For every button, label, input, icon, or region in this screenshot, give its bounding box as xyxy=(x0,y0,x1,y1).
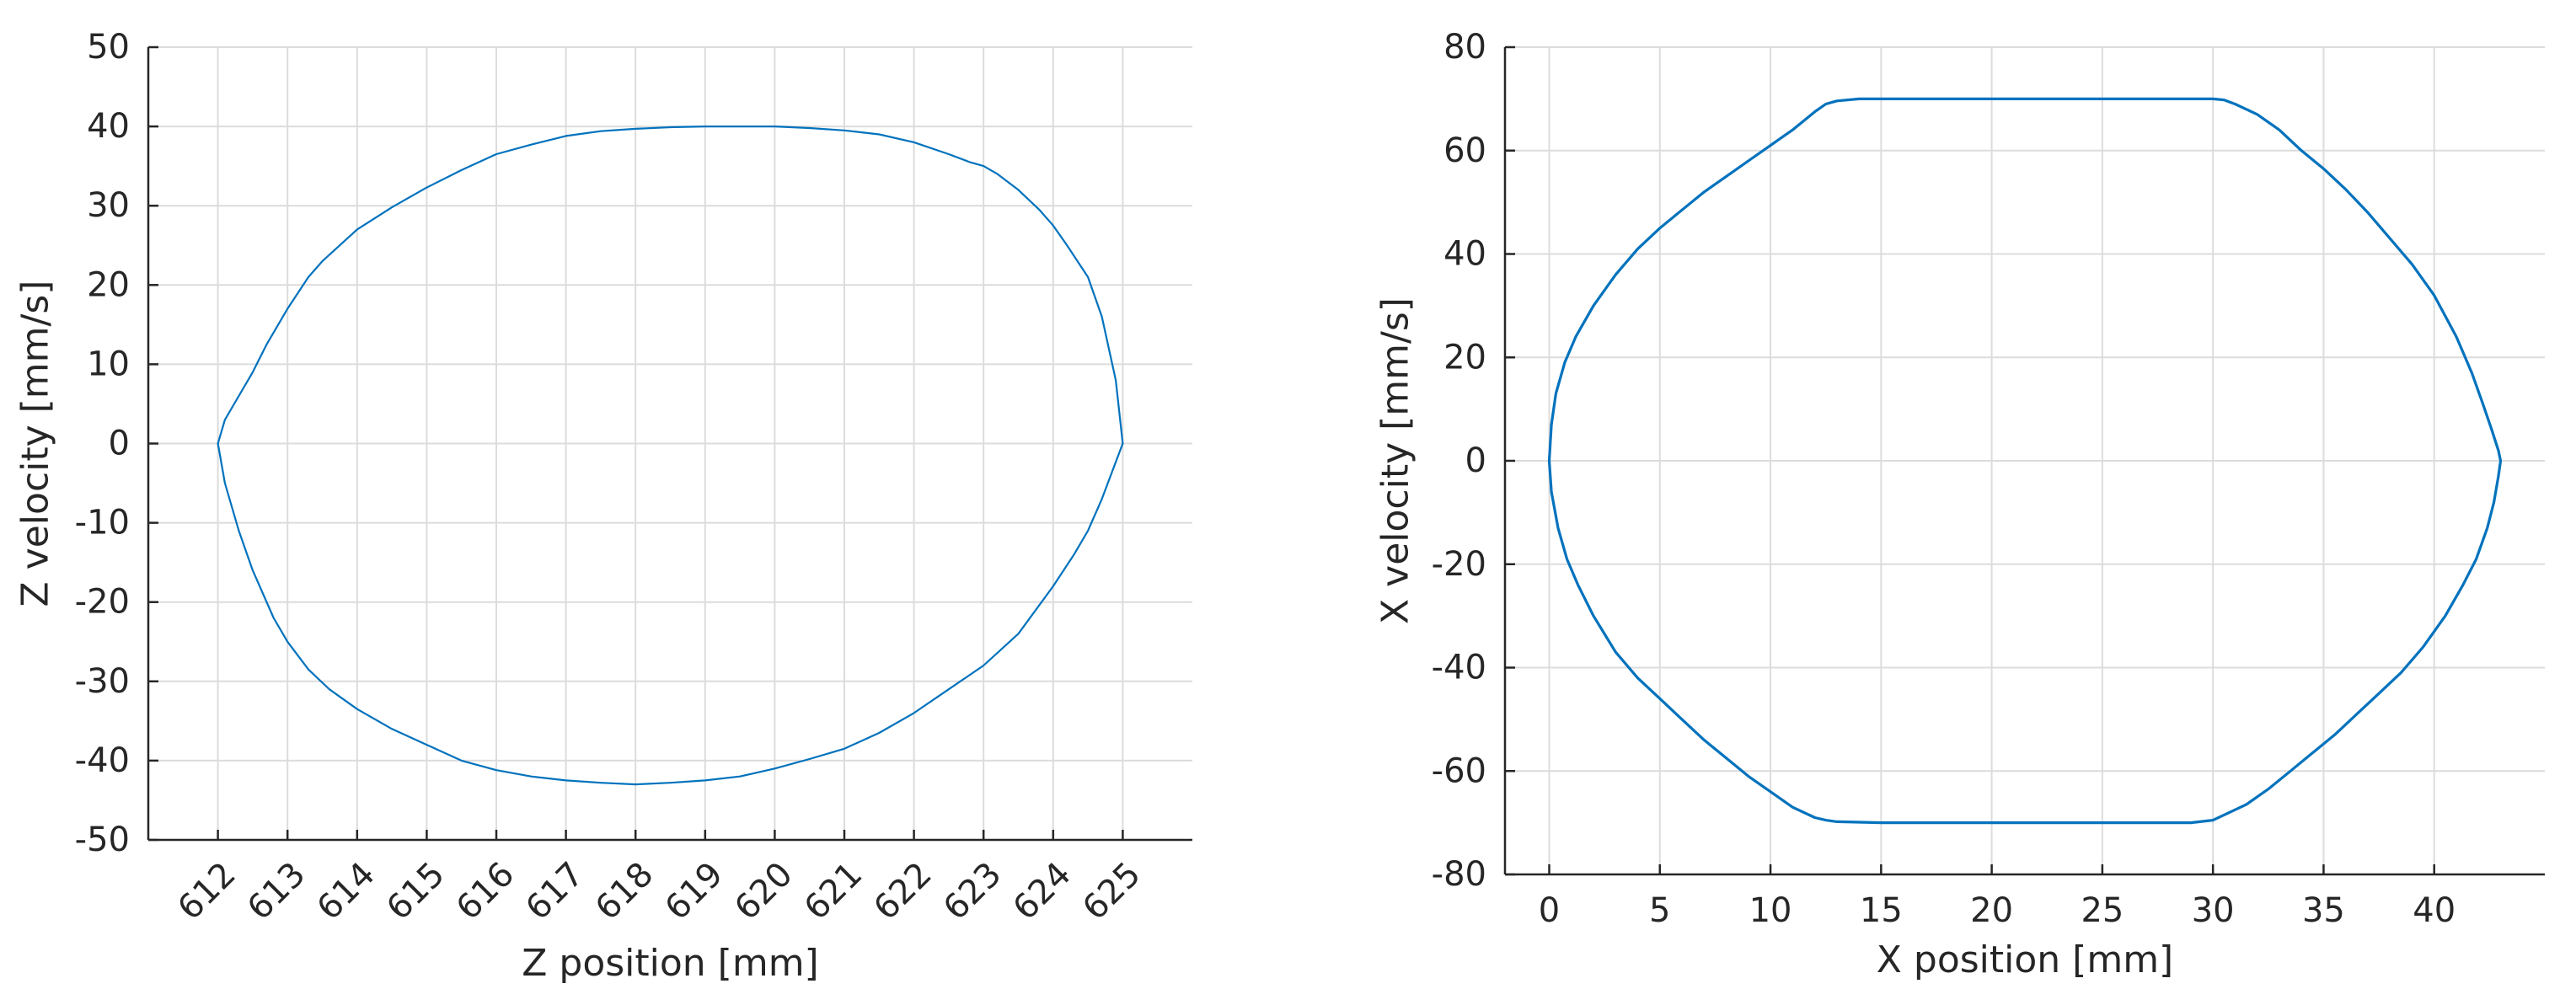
chart-1-x-axis-label: X position [mm] xyxy=(1877,938,2173,981)
chart-1-series-line-0 xyxy=(1547,97,2503,825)
chart-0-y-tick-label-2: -30 xyxy=(75,662,130,701)
chart-0-y-tick-label-4: -10 xyxy=(75,504,130,543)
chart-1-y-tick-label-5: 20 xyxy=(1443,338,1486,377)
chart-0-y-tick-label-10: 50 xyxy=(87,28,130,67)
chart-0-y-tick-label-5: 0 xyxy=(109,425,130,463)
chart-1-y-axis-label: X velocity [mm/s] xyxy=(1374,297,1417,624)
chart-1-x-tick-label-1: 5 xyxy=(1649,891,1670,930)
chart-1-x-tick-label-0: 0 xyxy=(1539,891,1560,930)
chart-0-series-line-0 xyxy=(217,126,1124,445)
chart-1-x-tick-label-8: 40 xyxy=(2413,891,2456,930)
chart-0-x-axis-label: Z position [mm] xyxy=(522,942,818,985)
chart-0-series-line-1 xyxy=(217,442,1124,786)
chart-0-y-tick-label-9: 40 xyxy=(87,107,130,146)
chart-1-y-tick-label-3: -20 xyxy=(1432,545,1486,584)
chart-0-y-tick-label-8: 30 xyxy=(87,186,130,225)
chart-1-x-tick-label-4: 20 xyxy=(1970,891,2013,930)
chart-1-y-tick-label-4: 0 xyxy=(1465,441,1486,480)
chart-1-y-tick-label-7: 60 xyxy=(1443,131,1486,170)
chart-1-y-tick-label-8: 80 xyxy=(1443,28,1486,67)
chart-0-y-tick-label-7: 20 xyxy=(87,265,130,304)
chart-0-y-tick-label-6: 10 xyxy=(87,345,130,383)
chart-1-y-tick-label-2: -40 xyxy=(1432,649,1486,687)
chart-1-x-tick-label-7: 35 xyxy=(2302,891,2345,930)
chart-0-y-tick-label-3: -20 xyxy=(75,583,130,622)
chart-1-y-tick-label-0: -80 xyxy=(1432,855,1486,894)
chart-1-x-tick-label-5: 25 xyxy=(2081,891,2123,930)
chart-0-y-tick-label-1: -40 xyxy=(75,741,130,780)
chart-0-y-tick-label-0: -50 xyxy=(75,821,130,859)
chart-1-x-tick-label-6: 30 xyxy=(2192,891,2235,930)
x-phase-portrait-chart: 0 5 10 15 20 25 30 35 40 -80 -60 -40 -20 0 20 40 60 80 X p… xyxy=(1374,28,2545,981)
chart-1-y-tick-label-1: -60 xyxy=(1432,751,1486,790)
chart-1-x-tick-label-3: 15 xyxy=(1860,891,1903,930)
chart-1-x-tick-label-2: 10 xyxy=(1749,891,1792,930)
chart-1-y-tick-label-6: 40 xyxy=(1443,235,1486,274)
chart-0-y-axis-label: Z velocity [mm/s] xyxy=(14,281,57,607)
